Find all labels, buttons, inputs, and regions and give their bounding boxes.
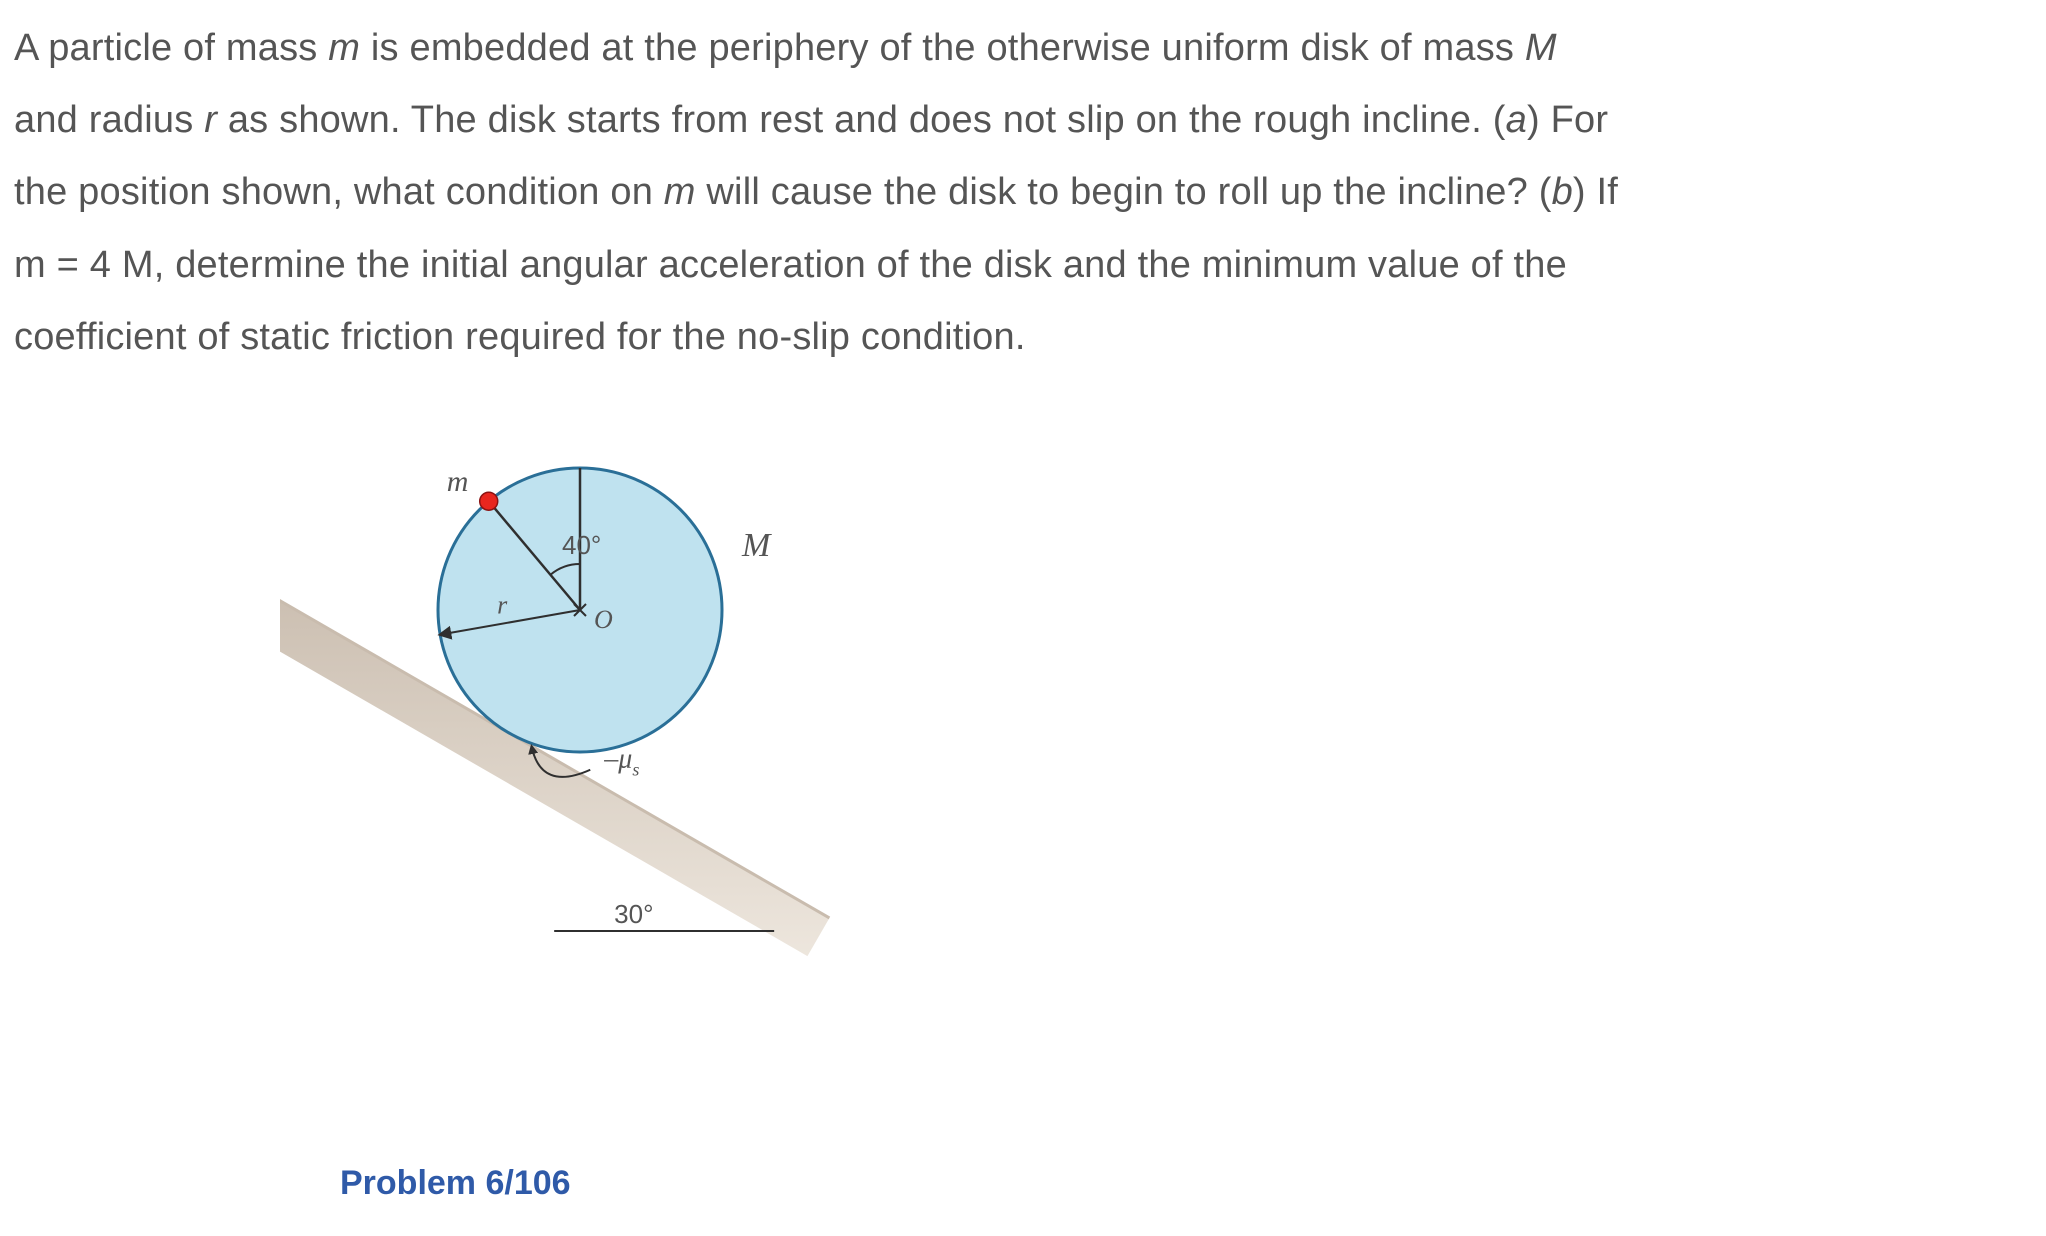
text: the position shown, what condition on — [14, 171, 664, 213]
var-M: M — [1525, 27, 1557, 69]
label-M: M — [741, 527, 772, 564]
label-m: m — [447, 465, 469, 498]
label-angle-40: 40° — [562, 530, 601, 560]
problem-statement: A particle of mass m is embedded at the … — [14, 12, 2024, 373]
part-b: b — [1552, 171, 1573, 213]
figure-svg: O 40° r m M ‒μs 30° — [280, 460, 1280, 1180]
particle-m — [480, 492, 498, 510]
text: m = 4 M, determine the initial angular a… — [14, 244, 1567, 286]
text: as shown. The disk starts from rest and … — [217, 99, 1506, 141]
text: coefficient of static friction required … — [14, 316, 1026, 358]
figure: O 40° r m M ‒μs 30° — [280, 460, 1280, 1220]
text: and radius — [14, 99, 204, 141]
text: A particle of mass — [14, 27, 328, 69]
problem-caption: Problem 6/106 — [340, 1164, 571, 1203]
text: is embedded at the periphery of the othe… — [360, 27, 1525, 69]
var-m: m — [664, 171, 696, 213]
var-r: r — [204, 99, 217, 141]
label-O: O — [594, 605, 613, 634]
text: will cause the disk to begin to roll up … — [696, 171, 1552, 213]
var-m: m — [328, 27, 360, 69]
part-a: a — [1506, 99, 1527, 141]
label-angle-30: 30° — [614, 899, 653, 929]
text: ) If — [1573, 171, 1618, 213]
label-r: r — [497, 591, 508, 620]
label-mu: ‒μs — [603, 744, 639, 780]
text: ) For — [1527, 99, 1608, 141]
